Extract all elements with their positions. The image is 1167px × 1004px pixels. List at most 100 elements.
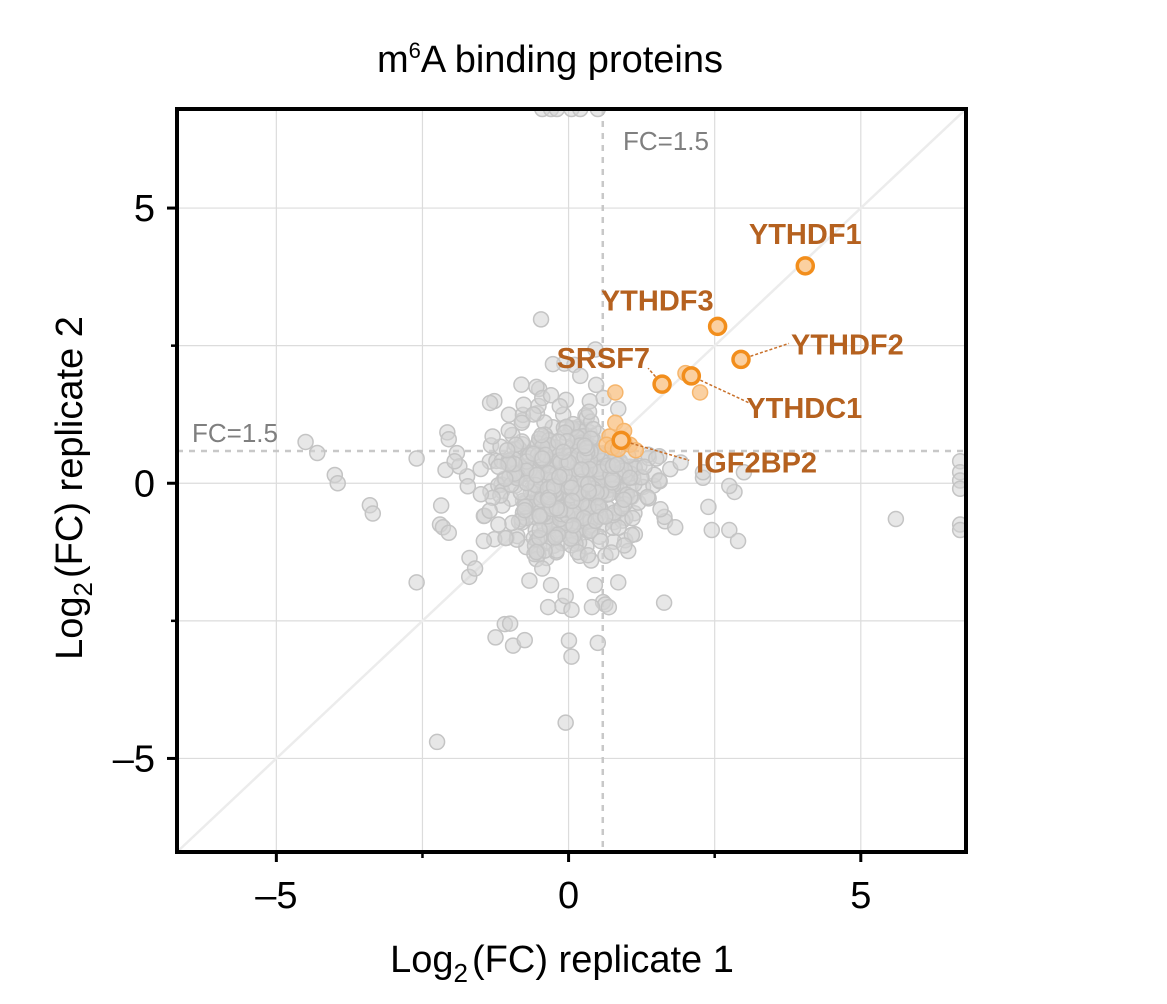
- data-point: [557, 587, 574, 605]
- y-axis-label: Log2(FC) replicate 2: [49, 316, 98, 660]
- data-point: [666, 519, 684, 536]
- data-point: [560, 632, 578, 649]
- data-point: [597, 508, 614, 525]
- data-point: [573, 461, 590, 478]
- data-point: [498, 441, 516, 459]
- data-point: [501, 615, 519, 632]
- leader-line-ythdf2: [740, 342, 790, 361]
- data-point: [533, 426, 550, 444]
- point-srsf7: [652, 374, 672, 394]
- data-point: [624, 509, 641, 527]
- data-point: [603, 544, 620, 561]
- threshold-lines: [177, 109, 966, 852]
- data-point: [551, 468, 568, 486]
- data-point: [329, 475, 346, 492]
- data-point: [516, 501, 533, 519]
- y-tick-label: 5: [134, 188, 155, 230]
- data-point: [551, 397, 569, 415]
- point-ythdf2: [731, 349, 751, 370]
- data-point: [542, 576, 560, 594]
- label-ythdf2: YTHDF2: [791, 329, 904, 361]
- data-point: [580, 403, 598, 420]
- gene-labels: YTHDF1 YTHDF3 YTHDF2 SRSF7 YTHDC1 IGF2BP2: [557, 219, 904, 479]
- enriched-point: [627, 441, 645, 459]
- data-point: [542, 386, 560, 404]
- data-point: [729, 532, 747, 550]
- data-point: [951, 521, 966, 539]
- data-point: [534, 560, 551, 577]
- data-point: [481, 394, 499, 412]
- enriched-point: [691, 384, 709, 401]
- data-point: [440, 524, 458, 542]
- data-point: [616, 537, 633, 554]
- data-point: [525, 406, 542, 423]
- data-point: [364, 505, 382, 522]
- data-point: [700, 498, 717, 516]
- label-srsf7: SRSF7: [557, 343, 650, 375]
- data-point: [528, 543, 545, 561]
- data-point: [610, 574, 627, 591]
- data-point: [531, 507, 548, 525]
- threshold-label-vertical: FC=1.5: [623, 126, 709, 156]
- label-leader-lines: [620, 342, 790, 462]
- data-point: [432, 497, 450, 514]
- leader-line-ythdc1: [690, 375, 752, 405]
- x-tick-label: –5: [255, 875, 297, 917]
- data-point: [721, 521, 738, 539]
- data-point: [513, 414, 531, 431]
- data-point: [639, 488, 656, 506]
- scatter-points: [297, 109, 966, 751]
- label-ythdc1: YTHDC1: [746, 393, 862, 425]
- data-point: [565, 517, 582, 534]
- data-point: [528, 466, 545, 484]
- data-point: [466, 560, 484, 577]
- data-point: [703, 521, 721, 539]
- data-point: [586, 576, 604, 594]
- data-point: [587, 341, 604, 358]
- data-point: [608, 456, 626, 473]
- data-point: [564, 492, 581, 510]
- data-point: [481, 502, 498, 520]
- data-point: [472, 486, 490, 503]
- data-point: [531, 521, 548, 539]
- data-point: [655, 594, 673, 611]
- data-point: [587, 376, 605, 394]
- data-point: [652, 501, 669, 518]
- point-ythdc1: [681, 366, 702, 386]
- label-igf2bp2: IGF2BP2: [696, 447, 817, 479]
- data-point: [408, 450, 425, 467]
- data-point: [580, 483, 598, 500]
- data-point: [484, 428, 501, 445]
- label-ythdf3: YTHDF3: [601, 285, 714, 317]
- data-point: [500, 422, 518, 439]
- data-point: [475, 532, 493, 550]
- data-point: [887, 510, 905, 528]
- data-point: [497, 529, 514, 547]
- data-point: [555, 443, 572, 461]
- data-point: [490, 458, 507, 475]
- data-point: [490, 516, 507, 533]
- data-point: [539, 598, 557, 616]
- data-point: [592, 532, 609, 550]
- leader-line-igf2bp2: [620, 439, 690, 462]
- data-point: [721, 477, 738, 495]
- data-point: [547, 529, 564, 546]
- data-point: [951, 480, 966, 498]
- data-point: [472, 460, 489, 478]
- data-point: [446, 452, 463, 470]
- y-tick-label: –5: [113, 738, 155, 780]
- data-point: [497, 470, 514, 488]
- data-point: [408, 574, 425, 591]
- enriched-point: [607, 384, 624, 401]
- x-axis-label: Log2 (FC) replicate 1: [390, 939, 734, 988]
- data-point: [544, 355, 562, 373]
- data-point: [650, 472, 668, 489]
- axis-ticks: –5 0 5 –5 0 5: [113, 188, 872, 917]
- leader-line-srsf7: [647, 367, 663, 385]
- data-point: [532, 311, 550, 328]
- data-point: [309, 444, 326, 462]
- data-point: [610, 400, 627, 418]
- data-point: [576, 437, 593, 454]
- data-point: [735, 463, 753, 481]
- data-point: [297, 433, 314, 451]
